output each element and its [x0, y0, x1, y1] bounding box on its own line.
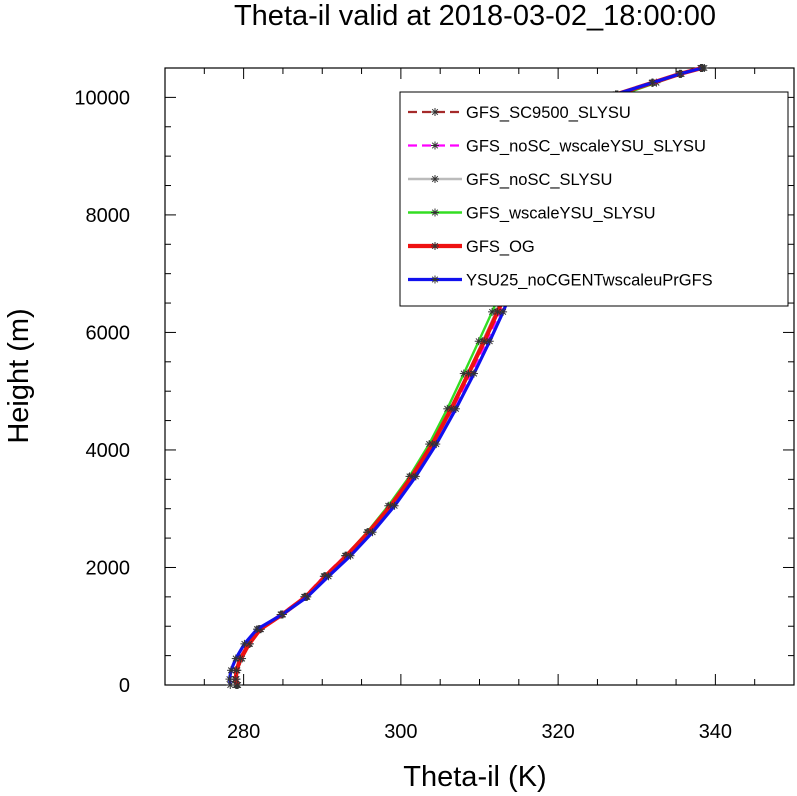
data-point [226, 681, 235, 689]
legend-marker-3 [431, 175, 439, 183]
y-tick-label: 0 [119, 675, 130, 697]
legend-marker-2 [431, 141, 439, 150]
y-axis-label: Height (m) [3, 308, 35, 443]
data-point [252, 625, 261, 634]
legend-label-1: GFS_SC9500_SLYSU [466, 104, 631, 122]
x-tick-label: 280 [227, 721, 260, 743]
y-tick-label: 4000 [86, 440, 131, 462]
data-point [368, 528, 377, 537]
data-point [278, 610, 287, 619]
data-point [227, 666, 236, 675]
legend-marker-4 [431, 208, 439, 217]
data-point [225, 675, 234, 684]
y-tick-label: 8000 [86, 205, 131, 227]
data-point [303, 592, 312, 601]
legend-marker-6 [431, 275, 439, 284]
chart-title: Theta-il valid at 2018-03-02_18:00:00 [234, 0, 716, 32]
legend-marker-5 [431, 242, 439, 250]
x-tick-label: 340 [699, 721, 732, 743]
data-point [240, 639, 249, 648]
legend-label-2: GFS_noSC_wscaleYSU_SLYSU [466, 138, 706, 156]
legend-label-3: GFS_noSC_SLYSU [466, 171, 612, 189]
data-point [499, 307, 508, 316]
legend-box [399, 91, 789, 307]
legend-label-4: GFS_wscaleYSU_SLYSU [466, 205, 656, 223]
data-point [698, 64, 707, 72]
data-point [488, 307, 497, 316]
x-tick-label: 300 [384, 721, 417, 743]
data-point [231, 654, 240, 663]
legend-label-6: YSU25_noCGENTwscaleuPrGFS [466, 272, 713, 290]
legend-marker-1 [431, 108, 439, 116]
data-point [411, 472, 420, 481]
data-point [390, 501, 399, 510]
data-point [675, 69, 684, 78]
legend: GFS_SC9500_SLYSU GFS_noSC_wscaleYSU_SLYSU… [399, 91, 789, 307]
data-point [485, 337, 494, 346]
data-point [346, 551, 355, 560]
y-tick-label: 2000 [86, 557, 131, 579]
data-point [324, 572, 333, 581]
data-point [233, 681, 242, 689]
y-tick-label: 6000 [86, 322, 131, 344]
data-point [648, 78, 657, 87]
data-point [469, 369, 478, 378]
x-axis-label: Theta-il (K) [403, 761, 546, 793]
y-tick-label: 10000 [74, 87, 130, 109]
data-point [493, 307, 502, 316]
data-point [432, 440, 441, 449]
x-tick-label: 320 [541, 721, 574, 743]
legend-label-5: GFS_OG [466, 238, 535, 256]
x-axis-ticks: 280 300 320 340 [164, 68, 795, 743]
data-point [474, 337, 483, 346]
data-point [451, 404, 460, 413]
y-axis-ticks: 0 2000 4000 6000 8000 10000 [74, 67, 794, 697]
